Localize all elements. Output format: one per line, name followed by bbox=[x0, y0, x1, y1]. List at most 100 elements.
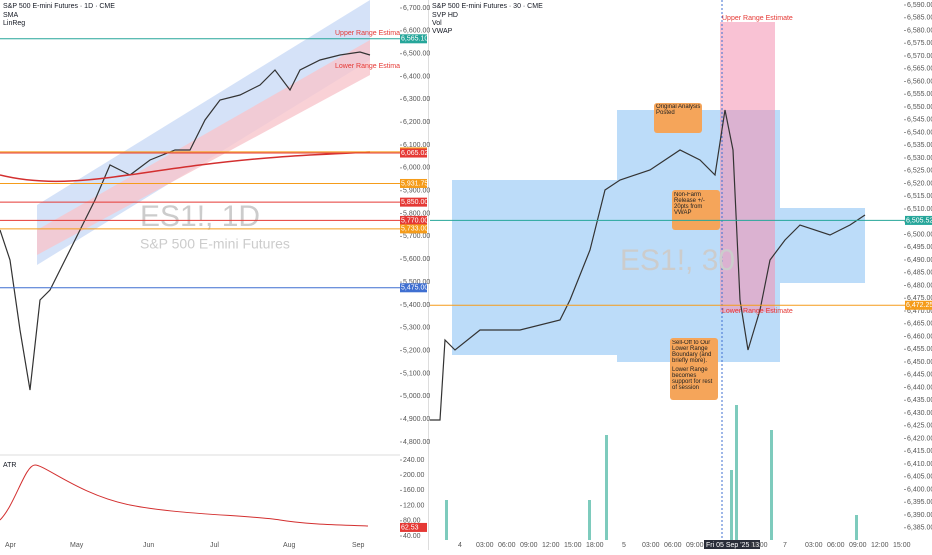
y-tick-label: 6,425.00 bbox=[907, 423, 932, 430]
x-tick-label: Aug bbox=[283, 542, 296, 549]
watermark-sub: S&P 500 E-mini Futures bbox=[140, 236, 290, 252]
right-indicator: Vol bbox=[432, 20, 442, 27]
x-tick-label: Apr bbox=[5, 542, 17, 549]
x-tick-label: 4 bbox=[458, 542, 462, 549]
y-tick-label: 4,900.00 bbox=[403, 416, 430, 423]
y-tick-label: 5,800.00 bbox=[403, 210, 430, 217]
x-tick-label: Fri 05 Sep '25 13:30 bbox=[706, 542, 769, 549]
note bbox=[670, 338, 718, 400]
y-tick-label: 6,590.00 bbox=[907, 2, 932, 9]
y-tick-label: 6,600.00 bbox=[403, 28, 430, 35]
price-tag-label: 62.53 bbox=[401, 524, 419, 531]
y-tick-label: 5,600.00 bbox=[403, 256, 430, 263]
x-tick-label: 06:00 bbox=[498, 542, 516, 549]
y-tick-label: 6,515.00 bbox=[907, 193, 932, 200]
y-tick-label: 6,100.00 bbox=[403, 142, 430, 149]
y-tick-label: 6,570.00 bbox=[907, 53, 932, 60]
price-tag-label: 6,472.25 bbox=[906, 302, 932, 309]
y-tick-label: 6,200.00 bbox=[403, 119, 430, 126]
y-tick-label: 6,300.00 bbox=[403, 96, 430, 103]
y-tick-label: 5,700.00 bbox=[403, 233, 430, 240]
y-tick-label: 6,555.00 bbox=[907, 91, 932, 98]
y-tick-label: 80.00 bbox=[403, 518, 421, 525]
y-tick-label: 6,405.00 bbox=[907, 474, 932, 481]
y-tick-label: 6,580.00 bbox=[907, 27, 932, 34]
y-tick-label: 6,435.00 bbox=[907, 397, 932, 404]
right-title: S&P 500 E-mini Futures · 30 · CME bbox=[432, 3, 543, 10]
x-tick-label: 18:00 bbox=[586, 542, 604, 549]
right-indicator: VWAP bbox=[432, 28, 453, 35]
y-tick-label: 6,450.00 bbox=[907, 359, 932, 366]
y-tick-label: 6,510.00 bbox=[907, 206, 932, 213]
price-tag bbox=[905, 300, 932, 310]
x-tick-label: May bbox=[70, 542, 84, 549]
y-tick-label: 5,100.00 bbox=[403, 370, 430, 377]
crosshair-label bbox=[704, 540, 760, 549]
right-axis bbox=[905, 0, 932, 550]
x-tick-label: 09:00 bbox=[686, 542, 704, 549]
note-text: Original Analysis Posted bbox=[656, 104, 701, 116]
y-tick-label: 6,535.00 bbox=[907, 142, 932, 149]
note-line: Sell-Off to Our Lower Range Boundary (an… bbox=[672, 340, 712, 364]
price-tag-label: 5,733.00 bbox=[401, 226, 428, 233]
y-tick-label: 4,800.00 bbox=[403, 439, 430, 446]
price-tag bbox=[400, 522, 427, 532]
volume bbox=[445, 405, 858, 540]
y-tick-label: 6,420.00 bbox=[907, 435, 932, 442]
y-tick-label: 6,700.00 bbox=[403, 5, 430, 12]
y-tick-label: 6,410.00 bbox=[907, 461, 932, 468]
y-tick-label: 6,415.00 bbox=[907, 448, 932, 455]
price-path bbox=[430, 109, 866, 421]
y-tick-label: 5,000.00 bbox=[403, 393, 430, 400]
x-tick-label: 18:00 bbox=[750, 542, 768, 549]
y-tick-label: 6,400.00 bbox=[907, 486, 932, 493]
x-tick-label: 09:00 bbox=[849, 542, 867, 549]
y-tick-label: 6,500.00 bbox=[907, 231, 932, 238]
y-tick-label: 6,455.00 bbox=[907, 346, 932, 353]
x-tick-label: 12:00 bbox=[542, 542, 560, 549]
price-tag bbox=[400, 148, 427, 158]
y-tick-label: 6,465.00 bbox=[907, 321, 932, 328]
y-tick-label: 6,445.00 bbox=[907, 372, 932, 379]
sma bbox=[0, 151, 371, 183]
x-tick-label: 09:00 bbox=[520, 542, 538, 549]
y-tick-label: 40.00 bbox=[403, 533, 421, 540]
note-line: Lower Range becomes support for rest of … bbox=[672, 367, 713, 391]
price-tag-label: 6,065.02 bbox=[401, 150, 428, 157]
price-tag bbox=[400, 34, 427, 44]
y-tick-label: 160.00 bbox=[403, 487, 425, 494]
price-tag-label: 5,931.75 bbox=[401, 180, 428, 187]
y-tick-label: 6,470.00 bbox=[907, 308, 932, 315]
y-tick-label: 6,475.00 bbox=[907, 295, 932, 302]
price-tag bbox=[905, 215, 932, 225]
price-tag-label: 5,475.00 bbox=[401, 285, 428, 292]
left-panel bbox=[0, 0, 428, 550]
y-tick-label: 6,565.00 bbox=[907, 66, 932, 73]
y-tick-label: 6,520.00 bbox=[907, 180, 932, 187]
price-tag bbox=[400, 197, 427, 207]
y-tick-label: 6,495.00 bbox=[907, 244, 932, 251]
upper-range: Upper Range Estimate bbox=[335, 30, 406, 37]
watermark: ES1!, 30 bbox=[620, 244, 735, 277]
y-tick-label: 5,400.00 bbox=[403, 302, 430, 309]
y-tick-label: 6,430.00 bbox=[907, 410, 932, 417]
note bbox=[654, 103, 702, 133]
upper-range: Upper Range Estimate bbox=[722, 15, 793, 22]
y-tick-label: 6,575.00 bbox=[907, 40, 932, 47]
range-box bbox=[720, 22, 775, 312]
y-tick-label: 6,480.00 bbox=[907, 282, 932, 289]
x-tick-label: Jul bbox=[210, 542, 219, 549]
price-tag bbox=[400, 224, 427, 234]
right-indicator: SVP HD bbox=[432, 12, 458, 19]
y-tick-label: 5,500.00 bbox=[403, 279, 430, 286]
y-tick-label: 200.00 bbox=[403, 472, 425, 479]
lower-range: Lower Range Estimate bbox=[335, 63, 406, 70]
x-tick-label: 06:00 bbox=[664, 542, 682, 549]
y-tick-label: 6,525.00 bbox=[907, 168, 932, 175]
y-tick-label: 5,200.00 bbox=[403, 347, 430, 354]
y-tick-label: 120.00 bbox=[403, 502, 425, 509]
y-tick-label: 6,385.00 bbox=[907, 525, 932, 532]
left-title: S&P 500 E-mini Futures · 1D · CME bbox=[3, 3, 115, 10]
